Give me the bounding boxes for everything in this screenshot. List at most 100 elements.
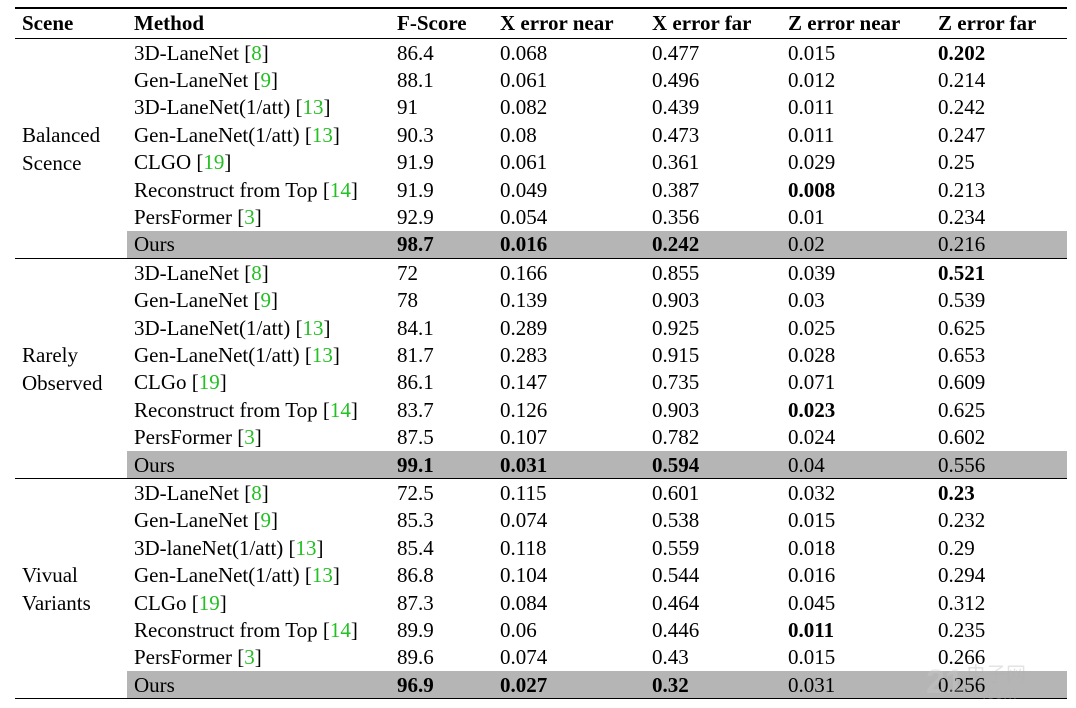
table-row-ours: Ours 99.1 0.031 0.594 0.04 0.556	[15, 450, 1067, 480]
x-error-far-value: 0.903	[652, 288, 700, 313]
method-cell: Gen-LaneNet(1/att) [13]	[134, 122, 340, 147]
method-cell: PersFormer [3]	[134, 645, 262, 670]
table-row: CLGo [19] 87.3 0.084 0.464 0.045 0.312	[15, 589, 1067, 616]
z-error-near-value: 0.04	[788, 450, 938, 480]
method-cell: PersFormer [3]	[134, 425, 262, 450]
citation-link[interactable]: 9	[260, 508, 272, 533]
f-score-value: 85.3	[397, 508, 434, 533]
table-row: Vivual Variants 3D-LaneNet [8] 72.5 0.115 0.6…	[15, 478, 1067, 700]
scene-label-line: Vivual	[22, 562, 78, 587]
method-cell: 3D-LaneNet [8]	[134, 40, 269, 65]
method-name: CLGo	[134, 590, 187, 615]
method-name: 3D-LaneNet	[134, 480, 239, 505]
f-score-value: 72.5	[397, 480, 434, 505]
method-name: Gen-LaneNet(1/att)	[134, 122, 300, 147]
header-scene: Scene	[15, 7, 127, 39]
x-error-near-value: 0.049	[500, 177, 548, 202]
method-name: Reconstruct from Top	[134, 177, 318, 202]
citation-link[interactable]: 19	[203, 150, 225, 175]
z-error-near-value: 0.045	[788, 590, 836, 615]
citation-link[interactable]: 13	[302, 95, 324, 120]
z-error-near-value: 0.011	[788, 122, 835, 147]
z-error-near-value: 0.024	[788, 425, 836, 450]
x-error-far-value: 0.43	[652, 645, 689, 670]
citation-link[interactable]: 13	[311, 342, 333, 367]
citation-link[interactable]: 8	[251, 480, 262, 505]
header-x-error-far: X error far	[652, 7, 788, 39]
f-score-value: 91.9	[397, 177, 434, 202]
citation-link[interactable]: 8	[251, 260, 262, 285]
table-row: PersFormer [3] 87.5 0.107 0.782 0.024 0.602	[15, 423, 1067, 450]
header-method: Method	[127, 7, 397, 39]
table-header: Scene Method F-Score X error near X erro…	[15, 7, 1067, 39]
x-error-near-value: 0.107	[500, 425, 548, 450]
method-name: 3D-LaneNet	[134, 40, 239, 65]
method-name: PersFormer	[134, 645, 232, 670]
z-error-near-value: 0.02	[788, 230, 938, 260]
x-error-far-value: 0.464	[652, 590, 700, 615]
x-error-near-value: 0.084	[500, 590, 548, 615]
z-error-near-value: 0.011	[788, 95, 835, 120]
z-error-near-value: 0.032	[788, 480, 836, 505]
x-error-near-value: 0.104	[500, 563, 548, 588]
scene-label-line: Scence	[22, 150, 82, 175]
citation-link[interactable]: 14	[329, 617, 351, 642]
x-error-near-value: 0.118	[500, 535, 547, 560]
citation-link[interactable]: 19	[198, 370, 220, 395]
header-row: Scene Method F-Score X error near X erro…	[15, 7, 1067, 39]
x-error-far-value: 0.782	[652, 425, 700, 450]
method-name: Gen-LaneNet(1/att)	[134, 342, 300, 367]
citation-link[interactable]: 9	[260, 68, 272, 93]
z-error-near-value: 0.011	[788, 617, 835, 642]
citation-link[interactable]: 3	[244, 645, 255, 670]
method-name: PersFormer	[134, 205, 232, 230]
x-error-near-value: 0.06	[500, 617, 537, 642]
x-error-far-value: 0.477	[652, 40, 700, 65]
method-cell: Ours	[127, 670, 397, 700]
citation-link[interactable]: 3	[244, 205, 255, 230]
x-error-far-value: 0.735	[652, 370, 700, 395]
scene-label-line: Variants	[22, 590, 91, 615]
scene-label-line: Balanced	[22, 122, 101, 147]
f-score-value: 96.9	[397, 670, 500, 700]
citation-link[interactable]: 8	[251, 40, 262, 65]
citation-link[interactable]: 13	[302, 315, 324, 340]
x-error-far-value: 0.544	[652, 563, 700, 588]
z-error-near-value: 0.016	[788, 563, 836, 588]
method-name: Reconstruct from Top	[134, 397, 318, 422]
method-name: 3D-laneNet(1/att)	[134, 535, 284, 560]
x-error-far-value: 0.855	[652, 260, 700, 285]
citation-link[interactable]: 3	[244, 425, 255, 450]
f-score-value: 86.1	[397, 370, 434, 395]
z-error-far-value: 0.625	[938, 315, 986, 340]
method-cell: PersFormer [3]	[134, 205, 262, 230]
table-row: Gen-LaneNet(1/att) [13] 90.3 0.08 0.473 0.01…	[15, 121, 1067, 148]
table-row: Gen-LaneNet [9] 85.3 0.074 0.538 0.015 0.232	[15, 507, 1067, 534]
z-error-near-value: 0.015	[788, 508, 836, 533]
z-error-near-value: 0.018	[788, 535, 836, 560]
citation-link[interactable]: 13	[311, 563, 333, 588]
z-error-far-value: 0.202	[938, 40, 986, 65]
citation-link[interactable]: 14	[329, 397, 351, 422]
x-error-far-value: 0.446	[652, 617, 700, 642]
table-row: Gen-LaneNet(1/att) [13] 81.7 0.283 0.915 0.0…	[15, 341, 1067, 368]
method-cell: CLGO [19]	[134, 150, 232, 175]
method-name: Ours	[134, 452, 175, 477]
citation-link[interactable]: 14	[329, 177, 351, 202]
scene-label-line: Observed	[22, 370, 103, 395]
z-error-far-value: 0.234	[938, 205, 986, 230]
method-name: Gen-LaneNet	[134, 508, 249, 533]
citation-link[interactable]: 13	[295, 535, 317, 560]
header-z-error-near: Z error near	[788, 7, 938, 39]
x-error-near-value: 0.082	[500, 95, 548, 120]
citation-link[interactable]: 13	[311, 122, 333, 147]
header-x-error-near: X error near	[500, 7, 652, 39]
z-error-near-value: 0.039	[788, 260, 836, 285]
z-error-far-value: 0.653	[938, 342, 986, 367]
citation-link[interactable]: 9	[260, 288, 272, 313]
f-score-value: 83.7	[397, 397, 434, 422]
z-error-near-value: 0.028	[788, 342, 836, 367]
citation-link[interactable]: 19	[198, 590, 220, 615]
table-row: 3D-laneNet(1/att) [13] 85.4 0.118 0.559 0.01…	[15, 534, 1067, 561]
f-score-value: 98.7	[397, 230, 500, 260]
